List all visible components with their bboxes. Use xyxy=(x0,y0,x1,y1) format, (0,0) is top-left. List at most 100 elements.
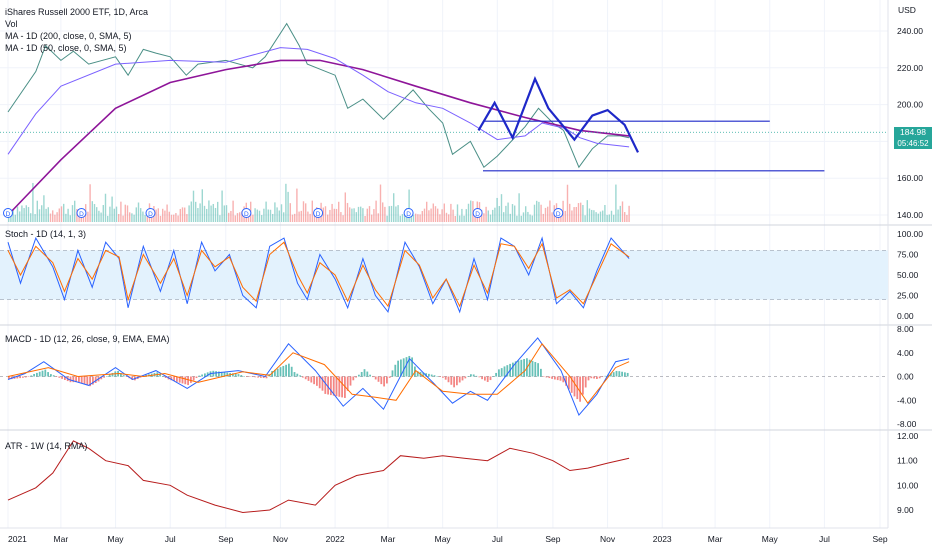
dividend-marker[interactable] xyxy=(472,208,483,218)
macd-hist-bar xyxy=(111,372,114,377)
x-tick-label: Nov xyxy=(600,534,616,544)
stoch-band xyxy=(0,250,888,300)
macd-hist-bar xyxy=(108,374,111,377)
macd-hist-bar xyxy=(624,372,626,377)
macd-hist-bar xyxy=(531,360,534,377)
volume-bar xyxy=(514,205,516,222)
macd-hist-bar xyxy=(36,372,38,377)
chart-title: iShares Russell 2000 ETF, 1D, Arca xyxy=(5,7,149,17)
volume-bar xyxy=(481,209,483,222)
macd-hist-bar xyxy=(411,357,413,377)
volume-bar xyxy=(390,205,393,222)
macd-hist-bar xyxy=(562,376,565,383)
x-tick-label: Jul xyxy=(819,534,830,544)
volume-bar xyxy=(533,204,536,222)
volume-bar xyxy=(129,212,131,222)
macd-hist-bar xyxy=(388,376,391,378)
volume-bar xyxy=(228,212,230,222)
macd-hist-bar xyxy=(422,372,425,377)
volume-bar xyxy=(461,208,463,222)
volume-bar xyxy=(223,205,225,222)
dividend-marker-label: D xyxy=(406,211,411,218)
macd-hist-bar xyxy=(461,376,464,381)
volume-bar xyxy=(300,210,302,222)
macd-hist-bar xyxy=(450,376,453,385)
volume-bar xyxy=(544,207,547,222)
volume-bar xyxy=(483,213,485,222)
volume-bar xyxy=(232,200,234,222)
ma200-line xyxy=(7,59,630,216)
dividend-marker[interactable] xyxy=(76,208,87,218)
macd-hist-bar xyxy=(274,369,276,377)
dividend-marker[interactable] xyxy=(241,208,252,218)
macd-legend: MACD - 1D (12, 26, close, 9, EMA, EMA) xyxy=(5,334,170,344)
macd-hist-bar xyxy=(131,376,133,380)
macd-hist-bar xyxy=(38,371,41,377)
macd-hist-bar xyxy=(408,355,411,377)
macd-hist-bar xyxy=(601,376,604,378)
price-series xyxy=(7,22,630,169)
dividend-marker[interactable] xyxy=(403,208,414,218)
volume-bar xyxy=(452,209,454,222)
head-shoulders-drawing[interactable] xyxy=(477,75,639,153)
volume-bar xyxy=(507,202,509,222)
volume-bar xyxy=(386,215,388,222)
volume-bar xyxy=(591,209,593,222)
macd-hist-bar xyxy=(554,376,556,380)
volume-bar xyxy=(30,213,32,222)
volume-bar xyxy=(69,215,71,222)
dividend-marker-label: D xyxy=(475,211,480,218)
macd-hist-bar xyxy=(484,376,486,381)
volume-bar xyxy=(199,203,201,222)
macd-hist-bar xyxy=(478,376,481,378)
macd-hist-bar xyxy=(313,376,315,385)
volume-bar xyxy=(230,210,232,222)
volume-bar xyxy=(113,208,115,222)
macd-hist-bar xyxy=(299,375,301,377)
macd-hist-bar xyxy=(400,359,402,377)
volume-bar xyxy=(252,214,254,222)
volume-bar xyxy=(443,203,445,222)
dividend-marker[interactable] xyxy=(145,208,156,218)
volume-bar xyxy=(430,208,432,222)
macd-hist-bar xyxy=(192,376,195,381)
volume-bar xyxy=(173,214,175,222)
macd-hist-bar xyxy=(139,376,142,378)
volume-bar xyxy=(107,215,109,222)
macd-hist-bar xyxy=(428,373,430,377)
volume-bar xyxy=(283,212,285,222)
dividend-marker-label: D xyxy=(316,211,321,218)
macd-hist-bar xyxy=(369,374,371,377)
pane-tick-label: 10.00 xyxy=(897,480,919,490)
dividend-marker[interactable] xyxy=(553,208,564,218)
macd-hist-bar xyxy=(330,376,332,396)
volume-bar xyxy=(432,203,434,222)
macd-hist-bar xyxy=(573,376,576,397)
x-tick-label: Sep xyxy=(218,534,233,544)
volume-bar xyxy=(144,214,146,222)
volume-bar xyxy=(335,208,338,222)
pane-tick-label: 4.00 xyxy=(897,348,914,358)
stoch-legend: Stoch - 1D (14, 1, 3) xyxy=(5,229,87,239)
macd-hist-bar xyxy=(198,375,201,377)
volume-bar xyxy=(225,205,228,222)
dividend-marker[interactable] xyxy=(3,208,13,218)
dividend-marker[interactable] xyxy=(313,208,324,218)
volume-bar xyxy=(67,208,69,222)
volume-bar xyxy=(597,213,599,222)
macd-hist-bar xyxy=(559,376,562,381)
macd-hist-bar xyxy=(86,376,89,386)
volume-bar xyxy=(63,203,65,222)
volume-bar xyxy=(65,213,67,222)
pane-tick-label: 11.00 xyxy=(897,456,918,466)
volume-bar xyxy=(109,206,111,222)
macd-hist-bar xyxy=(397,360,399,377)
volume-bar xyxy=(32,182,34,222)
volume-bar xyxy=(588,208,591,222)
currency-label: USD xyxy=(898,5,916,15)
volume-bar xyxy=(14,214,16,222)
macd-hist-bar xyxy=(349,376,352,386)
x-tick-label: Sep xyxy=(545,534,560,544)
volume-bar xyxy=(450,203,452,222)
